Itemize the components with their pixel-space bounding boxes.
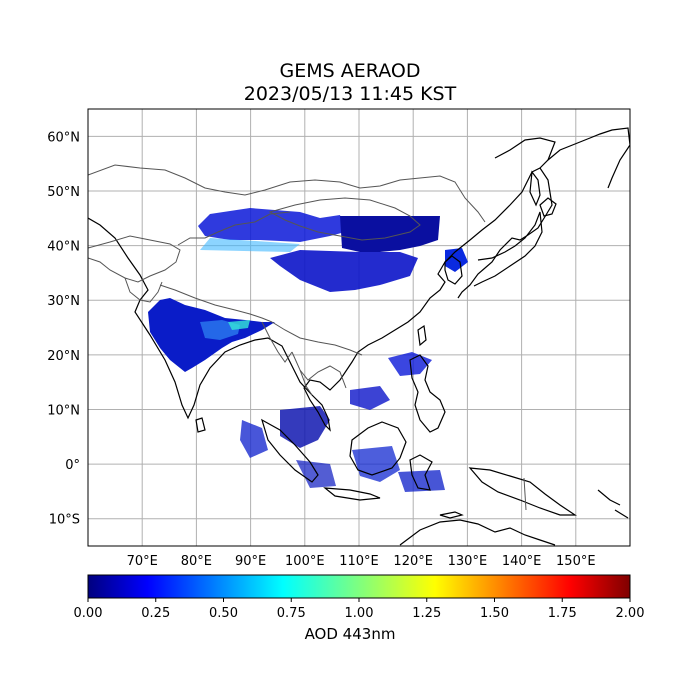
border-thailand: [299, 369, 313, 396]
border-russia-south: [88, 164, 486, 223]
aod-patch-sea-1: [280, 406, 330, 448]
lon-tick-label: 140°E: [502, 554, 542, 569]
lat-tick-label: 10°N: [47, 403, 80, 418]
coast-srilanka: [195, 417, 206, 433]
map-title-line1: GEMS AERAOD: [279, 60, 421, 82]
lon-tick-label: 70°E: [127, 554, 158, 569]
lat-tick-label: 20°N: [47, 349, 80, 364]
coast-sakhalin: [529, 170, 541, 207]
aod-patch-sea-6: [398, 470, 445, 492]
lon-tick-label: 110°E: [339, 554, 379, 569]
aod-patch-china: [270, 250, 418, 292]
border-myanmar: [261, 321, 293, 363]
latitude-labels: 60°N 50°N 40°N 30°N 20°N 10°N 0° 10°S: [47, 130, 80, 527]
coast-sulawesi: [409, 454, 433, 491]
lat-tick-label: 10°S: [49, 513, 80, 528]
lon-tick-label: 80°E: [181, 554, 212, 569]
colorbar-tick-label: 0.75: [277, 606, 306, 621]
coast-new-guinea: [468, 467, 577, 516]
coast-australia: [399, 519, 556, 546]
colorbar-tick-label: 1.50: [480, 606, 509, 621]
coast-japan-honshu: [473, 211, 543, 287]
lat-tick-label: 40°N: [47, 240, 80, 255]
coast-taiwan: [417, 324, 427, 347]
colorbar-ticks: 0.00 0.25 0.50 0.75 1.00 1.25 1.50 1.75 2.00: [74, 598, 645, 621]
aod-patch-india-cyan: [228, 320, 250, 330]
aod-patch-band: [200, 238, 300, 252]
colorbar-tick-label: 1.00: [345, 606, 374, 621]
coast-sumatra: [261, 418, 319, 483]
border-png: [523, 477, 527, 511]
colorbar-tick-label: 0.00: [74, 606, 103, 621]
lon-tick-label: 120°E: [393, 554, 433, 569]
aod-patch-sea-5: [352, 446, 400, 482]
coast-java: [323, 487, 381, 501]
lon-tick-label: 130°E: [448, 554, 488, 569]
coast-islands-east: [597, 489, 629, 519]
coast-philippines: [409, 354, 446, 433]
border-pakistan: [124, 277, 163, 303]
coast-islands-timor: [439, 511, 464, 519]
colorbar-tick-label: 2.00: [616, 606, 645, 621]
map-title-line2: 2023/05/13 11:45 KST: [243, 83, 457, 105]
longitude-labels: 70°E 80°E 90°E 100°E 110°E 120°E 130°E 140°E 150…: [127, 554, 596, 569]
coast-borneo: [349, 421, 407, 476]
aod-patch-sea-3: [350, 386, 390, 410]
map-frame: [87, 108, 631, 547]
colorbar-tick-label: 1.25: [412, 606, 441, 621]
aod-patch-mongolia: [340, 216, 440, 252]
coast-japan-hokkaido: [539, 197, 557, 217]
colorbar-tick-label: 0.25: [141, 606, 170, 621]
colorbar-tick-label: 0.50: [209, 606, 238, 621]
lat-tick-label: 0°: [65, 458, 80, 473]
aod-patch-central-asia: [198, 208, 345, 242]
aod-patch-sea-7: [296, 460, 336, 488]
lat-tick-label: 30°N: [47, 294, 80, 309]
colorbar: [87, 574, 631, 599]
border-himalaya: [159, 284, 273, 323]
aod-patch-sea-2: [240, 420, 268, 458]
lon-tick-label: 100°E: [285, 554, 325, 569]
coast-siberia: [494, 137, 556, 161]
coast-mainland: [88, 167, 553, 432]
border-china-south: [271, 321, 363, 356]
border-central-asia: [88, 235, 181, 283]
border-china-west: [177, 211, 291, 246]
colorbar-label: AOD 443nm: [304, 625, 396, 643]
lat-tick-label: 60°N: [47, 130, 80, 145]
country-borders: [88, 164, 527, 511]
coast-far-east: [539, 127, 630, 189]
colorbar-tick-label: 1.75: [548, 606, 577, 621]
lat-tick-label: 50°N: [47, 185, 80, 200]
lon-tick-label: 90°E: [235, 554, 266, 569]
coastlines: [88, 127, 630, 546]
border-mongolia: [268, 197, 421, 241]
lon-tick-label: 150°E: [556, 554, 596, 569]
coast-korea: [444, 255, 463, 285]
